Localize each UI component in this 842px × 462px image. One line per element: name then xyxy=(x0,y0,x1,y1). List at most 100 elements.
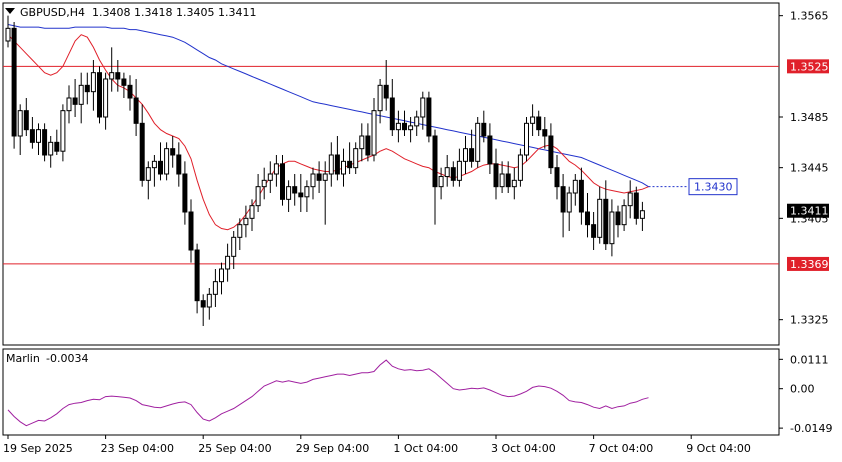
candle-body xyxy=(627,192,633,207)
candle-body xyxy=(139,122,145,181)
candle xyxy=(90,60,96,111)
candle-body xyxy=(17,110,23,137)
time-tick-label: 25 Sep 04:00 xyxy=(198,442,271,455)
candle-body xyxy=(469,148,475,162)
candle xyxy=(639,201,645,231)
candle-body xyxy=(267,173,273,181)
candle-body xyxy=(249,205,255,219)
candle xyxy=(359,123,365,162)
candle-body xyxy=(286,186,292,200)
candle xyxy=(420,91,426,130)
candle-body xyxy=(66,97,72,112)
candle-body xyxy=(365,135,371,156)
candle-body xyxy=(621,205,627,226)
time-tick-label: 19 Sep 2025 xyxy=(3,442,73,455)
candle xyxy=(505,161,511,193)
candle xyxy=(511,167,517,200)
candle xyxy=(603,180,609,250)
candle xyxy=(609,199,615,257)
candle-body xyxy=(90,72,96,93)
candle xyxy=(463,136,468,174)
candle xyxy=(170,136,176,168)
candle-body xyxy=(438,176,444,188)
price-tick-label: 1.3565 xyxy=(790,10,829,23)
level-price-label: 1.3525 xyxy=(790,60,829,73)
time-tick-label: 9 Oct 04:00 xyxy=(686,442,751,455)
candle xyxy=(347,142,353,174)
candle-body xyxy=(188,211,194,251)
indicator-name: Marlin xyxy=(6,352,40,365)
candle xyxy=(615,205,621,238)
last-price-label: 1.3411 xyxy=(790,205,829,218)
candle-body xyxy=(42,129,48,156)
oscillator-pane[interactable] xyxy=(2,348,780,436)
candle-body xyxy=(48,141,54,156)
candle xyxy=(5,15,11,48)
candle xyxy=(54,129,60,155)
candle-body xyxy=(597,198,603,238)
candle-body xyxy=(298,192,304,198)
oscillator-line xyxy=(7,359,649,427)
candle xyxy=(530,104,536,136)
candle-body xyxy=(402,122,407,131)
candle xyxy=(627,180,633,219)
candle xyxy=(310,167,316,200)
candle-body xyxy=(524,122,529,156)
candle-body xyxy=(151,160,157,169)
candle xyxy=(267,161,273,193)
candle xyxy=(536,110,542,136)
candle-body xyxy=(121,78,127,86)
candle-body xyxy=(261,179,267,188)
candle xyxy=(212,269,218,307)
dropdown-arrow-icon[interactable] xyxy=(5,8,15,14)
candle-body xyxy=(72,97,78,105)
candle xyxy=(286,180,292,212)
candle-body xyxy=(408,125,414,131)
main-price-pane[interactable] xyxy=(2,2,780,346)
candle-body xyxy=(450,167,456,181)
candle xyxy=(548,123,554,174)
candle-body xyxy=(243,217,249,226)
candle xyxy=(11,22,17,149)
osc-tick-label: -0.0149 xyxy=(790,422,832,435)
symbol-label: GBPUSD,H4 xyxy=(20,6,85,19)
candle xyxy=(353,142,359,174)
candle-body xyxy=(432,135,438,188)
candle xyxy=(127,75,133,111)
candle-body xyxy=(206,293,212,308)
candle-body xyxy=(463,148,468,162)
candle xyxy=(499,161,505,193)
candle xyxy=(578,167,584,225)
candle-body xyxy=(145,167,151,181)
candle-body xyxy=(475,122,481,162)
candle-body xyxy=(487,135,493,165)
candle-body xyxy=(511,179,517,188)
candle xyxy=(395,110,401,143)
candle xyxy=(231,231,237,269)
candle xyxy=(450,161,456,187)
candle xyxy=(158,142,163,181)
candle-body xyxy=(273,163,279,175)
time-tick-label: 1 Oct 04:00 xyxy=(393,442,458,455)
candle xyxy=(115,60,121,92)
candle-body xyxy=(36,129,41,143)
candle xyxy=(121,72,127,98)
candle xyxy=(103,72,109,130)
level-price-tag xyxy=(787,256,829,271)
candle xyxy=(560,174,566,238)
candle xyxy=(426,91,432,143)
candle-body xyxy=(29,129,35,143)
candle xyxy=(597,186,603,244)
candle xyxy=(97,66,102,124)
candle xyxy=(572,174,578,206)
price-tick-label: 1.3485 xyxy=(790,111,829,124)
candle-body xyxy=(310,173,316,188)
candle xyxy=(109,47,115,92)
level-price-tag xyxy=(787,59,829,74)
candle xyxy=(341,148,346,187)
candle-body xyxy=(176,154,182,175)
candle xyxy=(66,85,72,124)
ma-value-label: 1.3430 xyxy=(694,181,733,194)
